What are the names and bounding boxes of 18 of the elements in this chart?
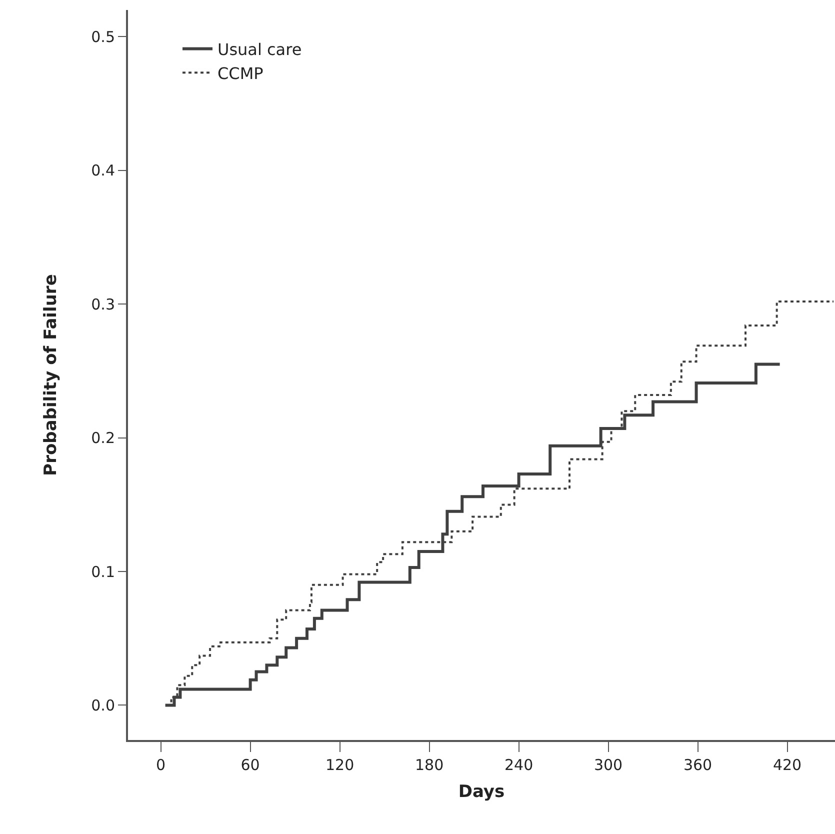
y-axis-title: Probability of Failure bbox=[41, 274, 62, 476]
y-tick-label: 0.5 bbox=[91, 28, 115, 46]
x-tick-label: 420 bbox=[772, 756, 802, 774]
y-tick-label: 0.1 bbox=[91, 562, 115, 581]
x-tick-label: 0 bbox=[156, 756, 166, 774]
y-tick-label: 0.4 bbox=[91, 162, 115, 180]
x-tick-label: 120 bbox=[325, 756, 354, 774]
y-tick-label: 0.0 bbox=[91, 696, 115, 714]
x-tick-label: 60 bbox=[240, 756, 260, 774]
x-tick-label: 180 bbox=[414, 756, 444, 774]
y-tick-label: 0.2 bbox=[91, 429, 115, 448]
legend-label: CCMP bbox=[217, 64, 264, 83]
x-tick-label: 240 bbox=[504, 756, 534, 774]
y-tick-label: 0.3 bbox=[91, 295, 115, 314]
x-tick-label: 360 bbox=[683, 756, 712, 774]
x-tick-label: 300 bbox=[594, 756, 623, 774]
legend-label: Usual care bbox=[217, 40, 302, 60]
x-axis-title: Days bbox=[458, 782, 505, 802]
